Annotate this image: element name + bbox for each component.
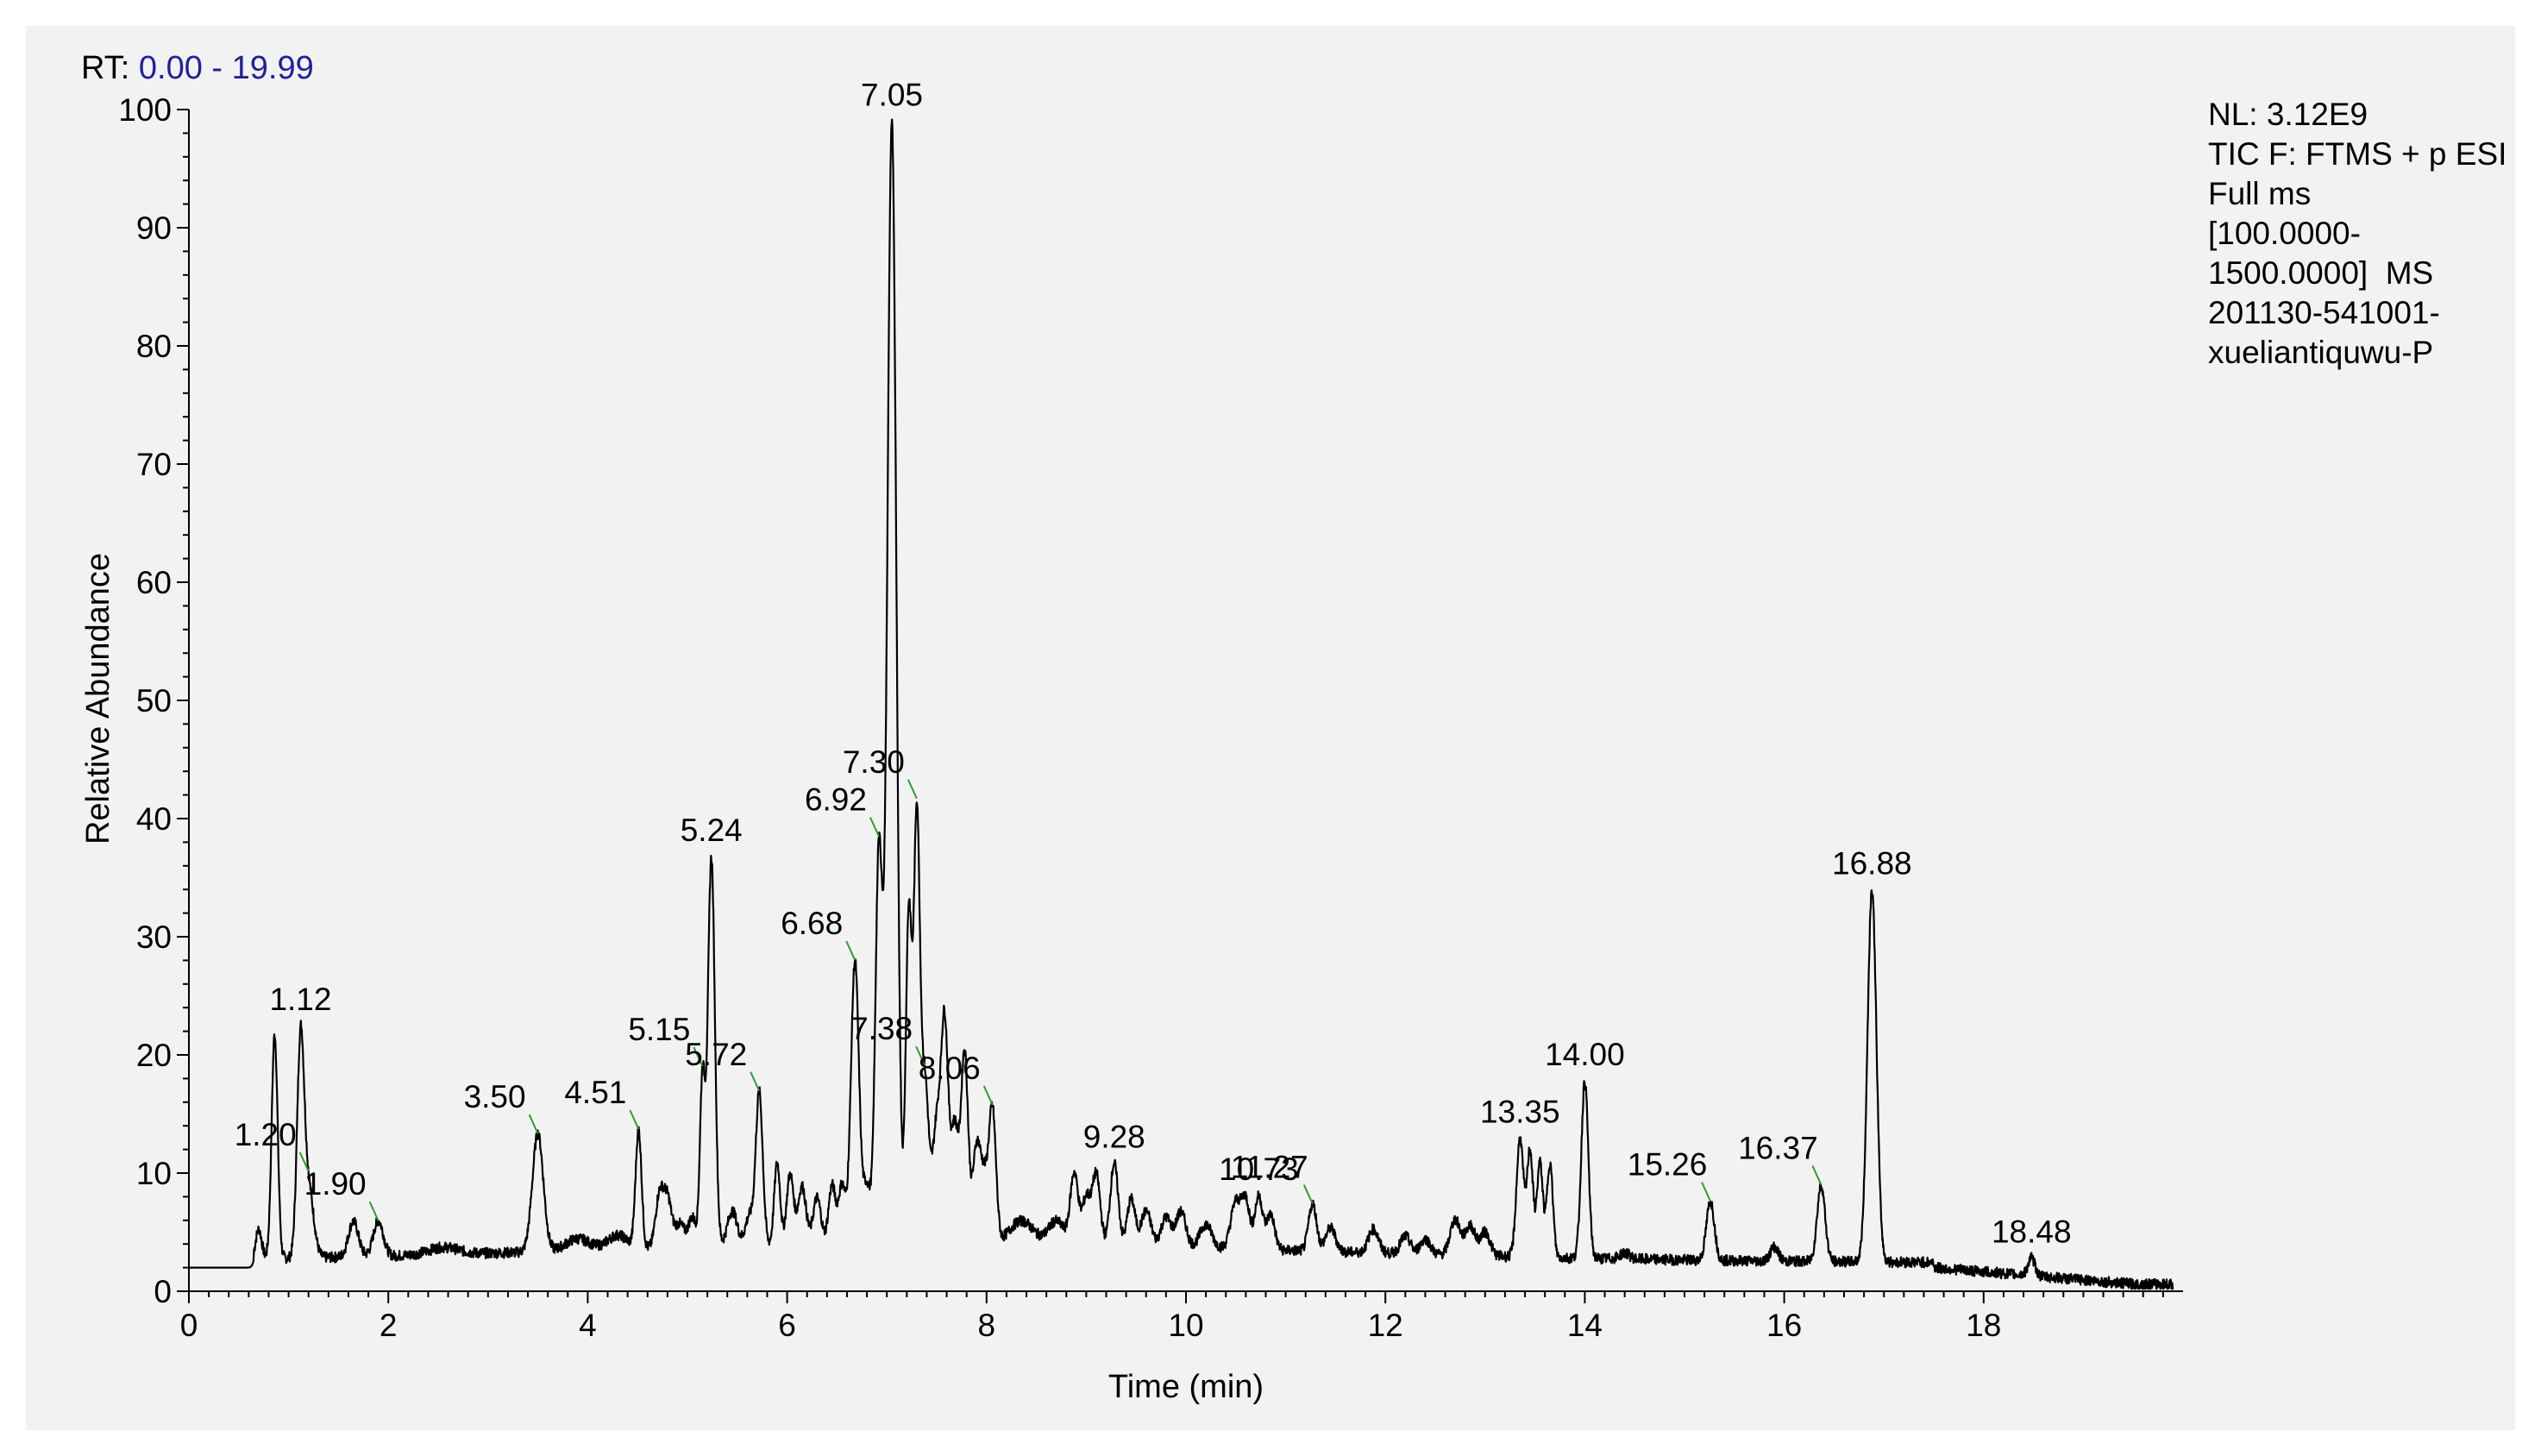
- y-axis-title: Relative Abundance: [80, 553, 116, 844]
- y-tick-label: 100: [118, 92, 172, 128]
- peak-label: 15.26: [1628, 1147, 1708, 1183]
- chromatogram-chart: 0 10 20 30 40 50 60 70 80 90 100 0 2 4 6 8 10 12 14 16 18 1.…: [80, 77, 2183, 1405]
- y-tick-label: 20: [136, 1038, 172, 1073]
- x-tick-label: 16: [1766, 1308, 1802, 1343]
- peak-label-leader: [907, 779, 918, 800]
- x-tick-label: 0: [180, 1308, 198, 1343]
- peak-label: 1.90: [304, 1166, 367, 1202]
- scan-info-line: [100.0000-: [2208, 216, 2361, 251]
- peak-label-leader: [1811, 1165, 1823, 1185]
- peak-label: 7.38: [850, 1011, 913, 1046]
- y-tick-label: 40: [136, 801, 172, 837]
- peak-label: 6.92: [805, 782, 867, 818]
- scan-info-line: xueliantiquwu-P: [2208, 335, 2434, 370]
- scan-info-line: 201130-541001-: [2208, 295, 2440, 330]
- peak-label-leader: [750, 1071, 761, 1092]
- peak-label: 11.27: [1231, 1150, 1308, 1185]
- scan-info-line: Full ms: [2208, 176, 2312, 211]
- peak-label-leader: [528, 1114, 539, 1134]
- peak-label: 18.48: [1992, 1214, 2072, 1249]
- y-tick-label: 70: [136, 447, 172, 482]
- x-tick-label: 18: [1966, 1308, 2001, 1343]
- peak-label: 7.05: [861, 77, 923, 112]
- peak-label-leader: [298, 1152, 310, 1172]
- scan-info-block: NL: 3.12E9 TIC F: FTMS + p ESI Full ms [100…: [2208, 95, 2506, 373]
- peak-label: 1.20: [235, 1117, 297, 1152]
- peak-label: 1.12: [269, 982, 331, 1017]
- peak-label-leader: [915, 1045, 926, 1066]
- peak-label: 7.30: [843, 744, 905, 780]
- rt-range-value: 0.00 - 19.99: [138, 50, 314, 86]
- peak-label: 16.88: [1832, 845, 1912, 881]
- peak-label: 8.06: [919, 1051, 981, 1086]
- y-tick-label: 60: [136, 565, 172, 600]
- scan-info-line: NL: 3.12E9: [2208, 97, 2368, 132]
- x-tick-label: 12: [1368, 1308, 1403, 1343]
- trace-layer: [188, 118, 2174, 1290]
- y-tick-label: 10: [136, 1156, 172, 1191]
- peak-label: 16.37: [1738, 1130, 1818, 1165]
- y-tick-label: 30: [136, 919, 172, 955]
- peak-label-leader: [982, 1085, 994, 1106]
- rt-prefix: RT:: [81, 50, 130, 86]
- x-tick-label: 6: [778, 1308, 796, 1343]
- peak-label: 4.51: [564, 1075, 626, 1110]
- peak-label: 5.72: [685, 1037, 747, 1072]
- peak-label-leader: [1302, 1184, 1314, 1204]
- chart-frame: RT: 0.00 - 19.99 NL: 3.12E9 TIC F: FTMS +…: [26, 26, 2515, 1430]
- peak-label: 10.73: [1219, 1152, 1299, 1187]
- axes: 0 10 20 30 40 50 60 70 80 90 100 0 2 4 6 8 10 12 14 16 18: [118, 92, 2183, 1343]
- peak-label: 6.68: [781, 906, 843, 941]
- peak-label-leader: [693, 1046, 704, 1067]
- peak-label: 9.28: [1083, 1119, 1145, 1154]
- scan-info-line: 1500.0000] MS: [2208, 255, 2434, 291]
- peak-label: 5.24: [681, 813, 743, 848]
- peak-label-leader: [629, 1109, 640, 1130]
- x-tick-label: 4: [579, 1308, 597, 1343]
- peak-label-leader: [368, 1201, 380, 1221]
- peak-label-leader: [1701, 1182, 1711, 1202]
- peak-labels: 1.12 1.201.90 3.50 4.515.15 5.24 5.72 6.68 6.92…: [235, 77, 2072, 1249]
- peak-label-leader: [869, 817, 880, 837]
- rt-range-label: RT: 0.00 - 19.99: [81, 50, 314, 87]
- x-tick-label: 8: [978, 1308, 996, 1343]
- x-axis-title: Time (min): [1108, 1369, 1264, 1405]
- y-tick-label: 50: [136, 683, 172, 719]
- x-tick-label: 10: [1168, 1308, 1203, 1343]
- x-tick-label: 2: [380, 1308, 398, 1343]
- y-tick-label: 0: [154, 1274, 172, 1309]
- peak-label: 14.00: [1545, 1037, 1625, 1072]
- chromatogram-trace: [188, 118, 2174, 1290]
- peak-label: 3.50: [464, 1079, 526, 1114]
- x-tick-label: 14: [1567, 1308, 1603, 1343]
- peak-label: 5.15: [628, 1012, 690, 1047]
- y-tick-label: 80: [136, 329, 172, 364]
- y-tick-label: 90: [136, 210, 172, 246]
- peak-label: 13.35: [1480, 1095, 1560, 1130]
- scan-info-line: TIC F: FTMS + p ESI: [2208, 136, 2507, 172]
- peak-label-leader: [845, 940, 856, 961]
